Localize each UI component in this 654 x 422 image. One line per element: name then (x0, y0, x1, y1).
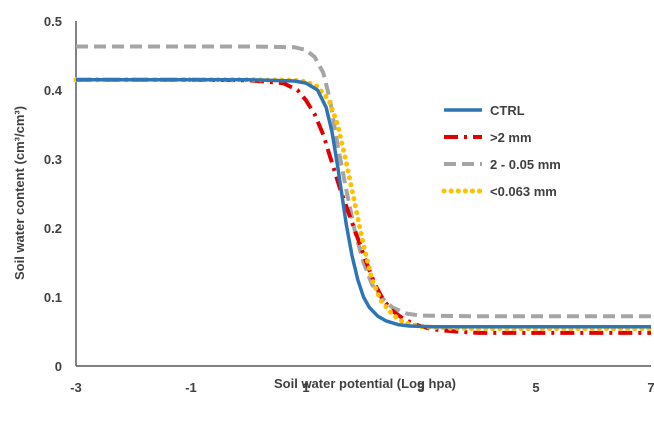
x-tick-label: 5 (532, 380, 539, 395)
series-lines (73, 44, 654, 335)
y-axis-title: Soil water content (cm³/cm³) (12, 106, 27, 280)
series-line-1 (76, 77, 651, 335)
x-tick-label: 1 (302, 380, 309, 395)
series-line-0 (76, 77, 651, 329)
x-axis-title: Soil water potential (Log hpa) (274, 376, 456, 391)
series-line-3 (73, 77, 654, 332)
y-tick-label: 0.3 (44, 152, 62, 167)
y-tick-label: 0 (55, 359, 62, 374)
y-tick-label: 0.2 (44, 221, 62, 236)
y-tick-label: 0.5 (44, 14, 62, 29)
x-tick-label: -1 (185, 380, 197, 395)
legend-label-2: 2 - 0.05 mm (490, 157, 561, 172)
x-tick-label: -3 (70, 380, 82, 395)
legend-label-3: <0.063 mm (490, 184, 557, 199)
series-line-2 (76, 44, 651, 319)
y-tick-labels: 0 0.1 0.2 0.3 0.4 0.5 (44, 14, 63, 374)
x-tick-label: 3 (417, 380, 424, 395)
legend-label-0: CTRL (490, 103, 525, 118)
x-tick-labels: -3 -1 1 3 5 7 (70, 380, 654, 395)
y-tick-label: 0.1 (44, 290, 62, 305)
legend: CTRL >2 mm 2 - 0.05 mm <0.063 mm (441, 103, 561, 199)
x-tick-label: 7 (647, 380, 654, 395)
y-tick-label: 0.4 (44, 83, 63, 98)
axes (75, 21, 651, 367)
legend-label-1: >2 mm (490, 130, 532, 145)
